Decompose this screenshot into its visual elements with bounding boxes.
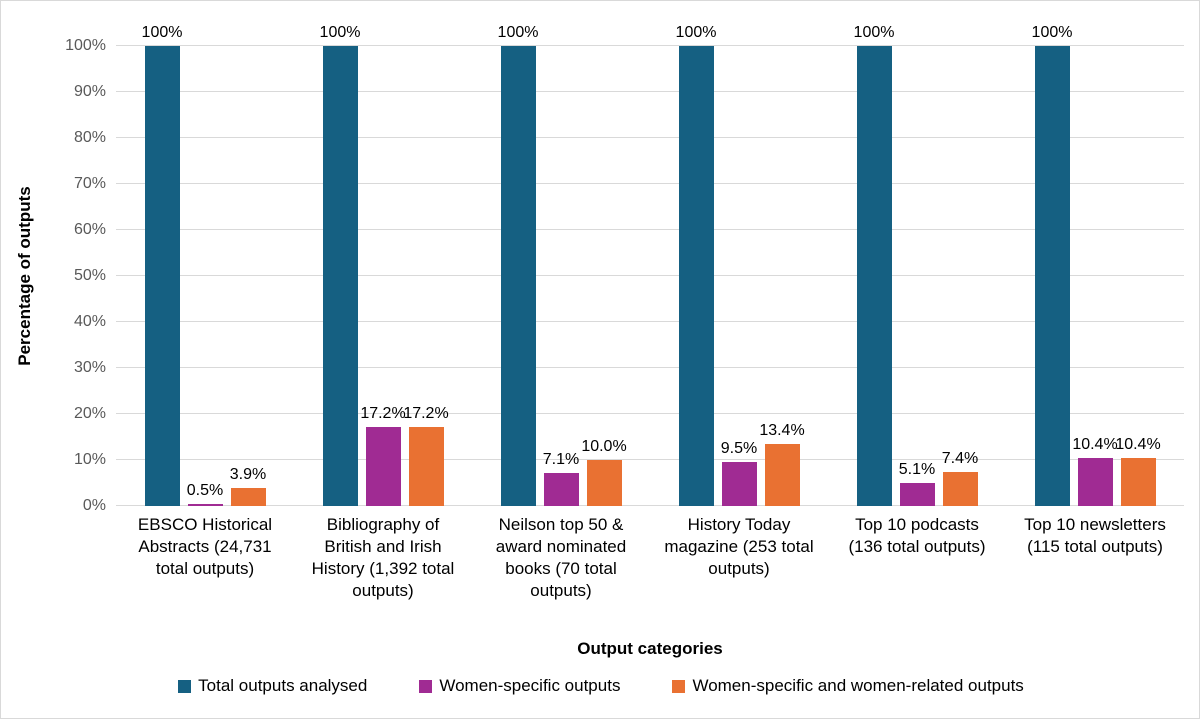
bar-value-label: 0.5%	[186, 481, 224, 499]
bar-group-4: 100% 9.5% 13.4%	[650, 24, 828, 506]
bar-value-label: 100%	[675, 24, 717, 41]
legend-swatch-icon	[178, 679, 192, 693]
gridline	[116, 321, 1184, 322]
bar-value-label: 7.4%	[941, 449, 979, 467]
plot-area	[116, 45, 1184, 506]
gridline	[116, 275, 1184, 276]
y-tick-label: 20%	[73, 405, 106, 422]
bar-total-outputs-analysed-3: 100%	[498, 24, 538, 506]
category-label: Bibliography of British and Irish Histor…	[311, 515, 455, 600]
gridline	[116, 137, 1184, 138]
y-tick-label: 70%	[73, 175, 106, 192]
y-tick-label: 100%	[65, 37, 106, 54]
bar-women-specific-outputs-3: 7.1%	[543, 451, 579, 506]
bar-total-outputs-analysed-2: 100%	[320, 24, 360, 506]
bar-value-label: 5.1%	[898, 460, 936, 478]
bar-value-label: 10.0%	[581, 438, 627, 455]
gridline	[116, 505, 1184, 506]
bar-women-specific-and-women-related-outputs-4: 13.4%	[759, 422, 805, 506]
y-tick-label: 0%	[82, 497, 106, 514]
legend-swatch-icon	[419, 679, 433, 693]
bar-women-specific-outputs-5: 5.1%	[899, 461, 935, 506]
gridline	[116, 91, 1184, 92]
gridline	[116, 45, 1184, 46]
category-label: Top 10 podcasts (136 total outputs)	[848, 515, 986, 556]
bar-value-label: 10.4%	[1072, 436, 1118, 454]
bar-value-label: 100%	[853, 24, 895, 41]
bar-value-label: 9.5%	[720, 440, 758, 458]
bar-groups: 100% 0.5% 3.9% 100% 17.2% 17.2% 100% 7.1% 10.0% 1…	[116, 24, 1184, 506]
bar-total-outputs-analysed-4: 100%	[676, 24, 716, 506]
category-label: Neilson top 50 & award nominated books (…	[495, 515, 627, 600]
legend-swatch-icon	[672, 679, 686, 693]
y-tick-label: 30%	[73, 359, 106, 376]
bar-value-label: 100%	[141, 24, 183, 41]
bar-group-2: 100% 17.2% 17.2%	[294, 24, 472, 506]
bar-women-specific-and-women-related-outputs-2: 17.2%	[403, 405, 449, 506]
bar-total-outputs-analysed-5: 100%	[854, 24, 894, 506]
y-tick-label: 50%	[73, 267, 106, 284]
legend-item-women-specific-outputs: Women-specific outputs	[419, 675, 620, 697]
gridline	[116, 183, 1184, 184]
category-label: Top 10 newsletters (115 total outputs)	[1024, 515, 1166, 556]
y-tick-label: 40%	[73, 313, 106, 330]
bar-women-specific-and-women-related-outputs-1: 3.9%	[230, 466, 266, 506]
bar-value-label: 3.9%	[229, 466, 267, 484]
bar-value-label: 7.1%	[542, 451, 580, 469]
legend-item-women-specific-and-women-related-outputs: Women-specific and women-related outputs	[672, 675, 1024, 697]
legend-label: Total outputs analysed	[198, 676, 368, 695]
bar-group-5: 100% 5.1% 7.4%	[828, 24, 1006, 506]
y-tick-label: 60%	[73, 221, 106, 238]
bar-group-6: 100% 10.4% 10.4%	[1006, 24, 1184, 506]
bar-women-specific-and-women-related-outputs-3: 10.0%	[581, 438, 627, 506]
y-axis: 0% 10% 20% 30% 40% 50% 60% 70% 80% 90% 100%	[1, 1, 106, 718]
y-tick-label: 80%	[73, 129, 106, 146]
y-tick-label: 10%	[73, 451, 106, 468]
gridline	[116, 229, 1184, 230]
category-axis: EBSCO Historical Abstracts (24,731 total…	[116, 514, 1184, 602]
bar-value-label: 100%	[497, 24, 539, 41]
bar-total-outputs-analysed-1: 100%	[142, 24, 182, 506]
x-axis-title: Output categories	[577, 639, 723, 658]
bar-women-specific-outputs-6: 10.4%	[1072, 436, 1118, 506]
category-label: History Today magazine (253 total output…	[664, 515, 814, 578]
bar-women-specific-and-women-related-outputs-6: 10.4%	[1115, 436, 1161, 506]
legend-label: Women-specific and women-related outputs	[692, 676, 1024, 695]
bar-women-specific-and-women-related-outputs-5: 7.4%	[942, 450, 978, 506]
category-label: EBSCO Historical Abstracts (24,731 total…	[137, 515, 273, 578]
legend-item-total-outputs-analysed: Total outputs analysed	[178, 675, 367, 697]
bar-group-3: 100% 7.1% 10.0%	[472, 24, 650, 506]
bar-women-specific-outputs-1: 0.5%	[187, 482, 223, 506]
bar-value-label: 17.2%	[403, 404, 449, 422]
legend-label: Women-specific outputs	[439, 676, 621, 695]
gridline	[116, 413, 1184, 414]
bar-women-specific-outputs-4: 9.5%	[721, 440, 757, 506]
gridline	[116, 459, 1184, 460]
bar-value-label: 100%	[1031, 24, 1073, 41]
bar-value-label: 100%	[319, 24, 361, 41]
legend: Total outputs analysed Women-specific out…	[1, 675, 1199, 697]
y-tick-label: 90%	[73, 83, 106, 100]
bar-value-label: 10.4%	[1115, 436, 1161, 454]
gridline	[116, 367, 1184, 368]
bar-group-1: 100% 0.5% 3.9%	[116, 24, 294, 506]
bar-total-outputs-analysed-6: 100%	[1032, 24, 1072, 506]
bar-women-specific-outputs-2: 17.2%	[360, 405, 406, 506]
bar-value-label: 13.4%	[759, 422, 805, 440]
bar-value-label: 17.2%	[360, 404, 406, 422]
